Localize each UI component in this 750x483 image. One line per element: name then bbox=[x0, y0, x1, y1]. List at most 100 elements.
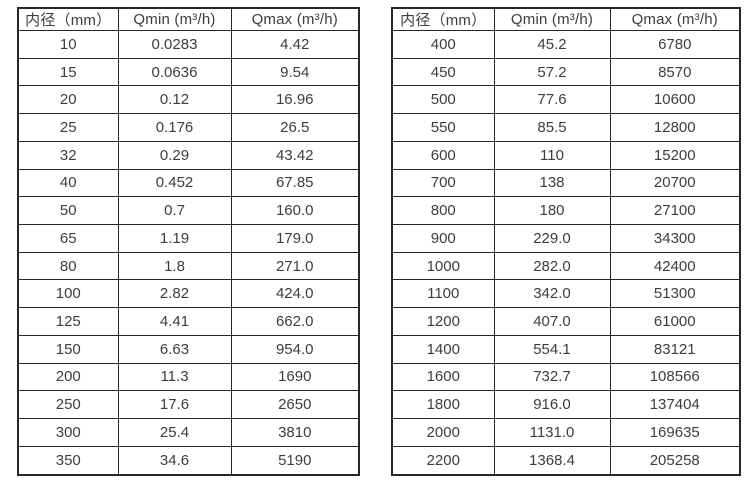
table-cell: 67.85 bbox=[230, 168, 360, 198]
table-cell: 2200 bbox=[391, 445, 495, 476]
table-row: 10 0.0283 4.42 bbox=[17, 30, 360, 59]
table-cell: 43.42 bbox=[230, 140, 360, 170]
table-row: 300 25.4 3810 bbox=[17, 418, 360, 447]
table-row: 250 17.6 2650 bbox=[17, 390, 360, 420]
table-cell: 20700 bbox=[609, 168, 741, 198]
table-cell: 0.29 bbox=[117, 140, 232, 170]
table-cell: 0.452 bbox=[117, 168, 232, 198]
table-cell: 1600 bbox=[391, 362, 495, 392]
table-cell: 550 bbox=[391, 113, 495, 142]
column-header-qmax: Qmax (m³/h) bbox=[230, 7, 360, 31]
table-cell: 15200 bbox=[609, 140, 741, 170]
table-cell: 554.1 bbox=[493, 334, 611, 364]
table-row: 1100 342.0 51300 bbox=[391, 279, 741, 309]
table-cell: 108566 bbox=[609, 362, 741, 392]
column-header-diameter: 内径（mm） bbox=[391, 7, 495, 31]
table-row: 50 0.7 160.0 bbox=[17, 196, 360, 226]
table-row: 15 0.0636 9.54 bbox=[17, 57, 360, 87]
table-cell: 600 bbox=[391, 140, 495, 170]
table-cell: 1.19 bbox=[117, 224, 232, 253]
table-cell: 282.0 bbox=[493, 251, 611, 281]
table-cell: 11.3 bbox=[117, 362, 232, 392]
table-cell: 15 bbox=[17, 57, 119, 87]
table-header-row: 内径（mm） Qmin (m³/h) Qmax (m³/h) bbox=[391, 7, 741, 31]
table-row: 1400 554.1 83121 bbox=[391, 334, 741, 364]
table-row: 350 34.6 5190 bbox=[17, 445, 360, 476]
table-row: 900 229.0 34300 bbox=[391, 224, 741, 253]
table-cell: 450 bbox=[391, 57, 495, 87]
table-cell: 0.0283 bbox=[117, 30, 232, 59]
table-cell: 8570 bbox=[609, 57, 741, 87]
table-cell: 1131.0 bbox=[493, 418, 611, 447]
table-cell: 169635 bbox=[609, 418, 741, 447]
table-row: 150 6.63 954.0 bbox=[17, 334, 360, 364]
table-row: 2200 1368.4 205258 bbox=[391, 445, 741, 476]
table-cell: 2000 bbox=[391, 418, 495, 447]
table-cell: 229.0 bbox=[493, 224, 611, 253]
table-cell: 34300 bbox=[609, 224, 741, 253]
table-cell: 34.6 bbox=[117, 445, 232, 476]
table-row: 40 0.452 67.85 bbox=[17, 168, 360, 198]
table-cell: 20 bbox=[17, 85, 119, 115]
table-row: 2000 1131.0 169635 bbox=[391, 418, 741, 447]
table-row: 25 0.176 26.5 bbox=[17, 113, 360, 142]
table-cell: 42400 bbox=[609, 251, 741, 281]
flow-rate-table-right: 内径（mm） Qmin (m³/h) Qmax (m³/h) 400 45.2 67… bbox=[391, 7, 741, 476]
table-cell: 6780 bbox=[609, 30, 741, 59]
table-row: 100 2.82 424.0 bbox=[17, 279, 360, 309]
table-cell: 50 bbox=[17, 196, 119, 226]
table-cell: 17.6 bbox=[117, 390, 232, 420]
table-cell: 407.0 bbox=[493, 307, 611, 336]
table-cell: 1200 bbox=[391, 307, 495, 336]
table-cell: 32 bbox=[17, 140, 119, 170]
table-cell: 900 bbox=[391, 224, 495, 253]
column-header-qmin: Qmin (m³/h) bbox=[117, 7, 232, 31]
table-cell: 424.0 bbox=[230, 279, 360, 309]
table-cell: 77.6 bbox=[493, 85, 611, 115]
table-cell: 26.5 bbox=[230, 113, 360, 142]
table-row: 450 57.2 8570 bbox=[391, 57, 741, 87]
table-cell: 9.54 bbox=[230, 57, 360, 87]
table-row: 125 4.41 662.0 bbox=[17, 307, 360, 336]
table-cell: 65 bbox=[17, 224, 119, 253]
table-row: 1800 916.0 137404 bbox=[391, 390, 741, 420]
table-cell: 110 bbox=[493, 140, 611, 170]
table-cell: 1368.4 bbox=[493, 445, 611, 476]
table-cell: 85.5 bbox=[493, 113, 611, 142]
table-cell: 51300 bbox=[609, 279, 741, 309]
table-cell: 0.0636 bbox=[117, 57, 232, 87]
table-cell: 0.12 bbox=[117, 85, 232, 115]
table-cell: 45.2 bbox=[493, 30, 611, 59]
table-cell: 0.176 bbox=[117, 113, 232, 142]
table-cell: 2.82 bbox=[117, 279, 232, 309]
table-cell: 1000 bbox=[391, 251, 495, 281]
table-cell: 150 bbox=[17, 334, 119, 364]
table-row: 1200 407.0 61000 bbox=[391, 307, 741, 336]
table-cell: 100 bbox=[17, 279, 119, 309]
table-cell: 6.63 bbox=[117, 334, 232, 364]
table-cell: 1800 bbox=[391, 390, 495, 420]
table-cell: 500 bbox=[391, 85, 495, 115]
table-header-row: 内径（mm） Qmin (m³/h) Qmax (m³/h) bbox=[17, 7, 360, 31]
column-header-diameter: 内径（mm） bbox=[17, 7, 119, 31]
table-row: 1600 732.7 108566 bbox=[391, 362, 741, 392]
table-cell: 61000 bbox=[609, 307, 741, 336]
table-cell: 2650 bbox=[230, 390, 360, 420]
table-row: 700 138 20700 bbox=[391, 168, 741, 198]
table-cell: 4.41 bbox=[117, 307, 232, 336]
table-cell: 40 bbox=[17, 168, 119, 198]
table-cell: 10600 bbox=[609, 85, 741, 115]
table-row: 200 11.3 1690 bbox=[17, 362, 360, 392]
table-row: 80 1.8 271.0 bbox=[17, 251, 360, 281]
table-cell: 16.96 bbox=[230, 85, 360, 115]
table-cell: 138 bbox=[493, 168, 611, 198]
table-cell: 83121 bbox=[609, 334, 741, 364]
table-cell: 137404 bbox=[609, 390, 741, 420]
table-cell: 10 bbox=[17, 30, 119, 59]
table-cell: 1.8 bbox=[117, 251, 232, 281]
table-cell: 80 bbox=[17, 251, 119, 281]
table-cell: 700 bbox=[391, 168, 495, 198]
table-row: 1000 282.0 42400 bbox=[391, 251, 741, 281]
table-cell: 179.0 bbox=[230, 224, 360, 253]
